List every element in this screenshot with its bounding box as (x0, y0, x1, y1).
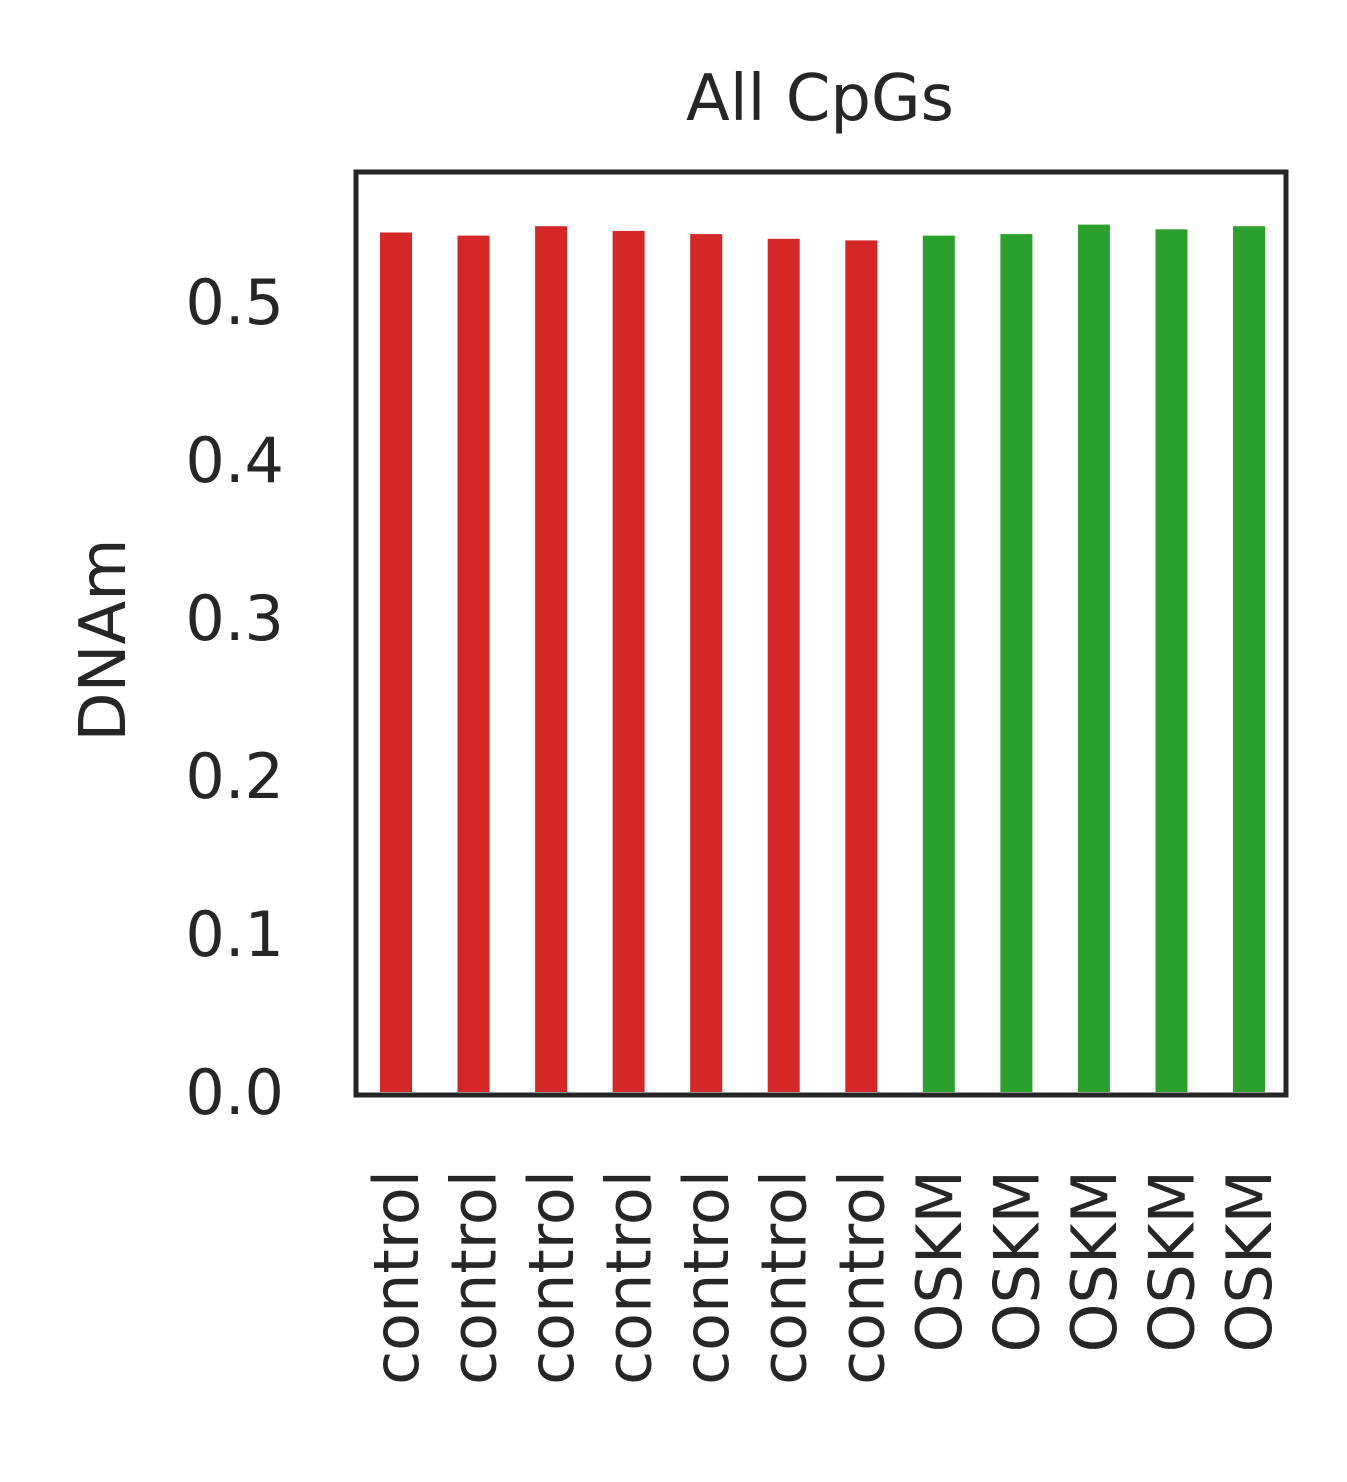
bar-oskm-11 (1155, 229, 1188, 1093)
x-tick-label: control (670, 1170, 743, 1385)
x-tick-label: OSKM (1213, 1170, 1286, 1352)
bar-control-7 (845, 240, 878, 1092)
y-axis-label: DNAm (67, 538, 141, 741)
plot-frame (353, 169, 1289, 1098)
bar-control-3 (535, 226, 568, 1092)
bar-oskm-8 (922, 235, 955, 1093)
bar-control-1 (380, 232, 412, 1092)
x-tick-label: OSKM (1058, 1170, 1131, 1352)
x-tick-label: control (593, 1170, 666, 1385)
bar-control-5 (690, 234, 723, 1093)
y-tick-label: 0.3 (185, 582, 284, 655)
x-tick-label: control (515, 1170, 588, 1385)
y-tick-label: 0.4 (185, 424, 284, 497)
bar-oskm-12 (1233, 226, 1265, 1092)
x-tick-label: control (360, 1170, 433, 1385)
y-tick-label: 0.2 (185, 740, 284, 813)
x-tick-label: control (438, 1170, 511, 1385)
x-tick-label: control (748, 1170, 821, 1385)
bar-control-2 (457, 235, 490, 1093)
y-tick-label: 0.1 (185, 898, 284, 971)
bar-control-6 (767, 238, 800, 1093)
x-tick-label: OSKM (980, 1170, 1053, 1352)
bar-control-4 (612, 230, 645, 1092)
x-axis-ticks: control control control control control contr… (360, 1170, 1286, 1385)
x-tick-label: OSKM (1135, 1170, 1208, 1352)
bar-oskm-10 (1077, 224, 1110, 1093)
y-tick-label: 0.5 (185, 266, 284, 339)
bars-group (380, 224, 1265, 1093)
y-axis-ticks: 0.0 0.1 0.2 0.3 0.4 0.5 (185, 266, 284, 1129)
y-tick-label: 0.0 (185, 1056, 284, 1129)
chart-title: All CpGs (686, 62, 954, 136)
bar-oskm-9 (1000, 234, 1033, 1093)
x-tick-label: control (825, 1170, 898, 1385)
x-tick-label: OSKM (903, 1170, 976, 1352)
